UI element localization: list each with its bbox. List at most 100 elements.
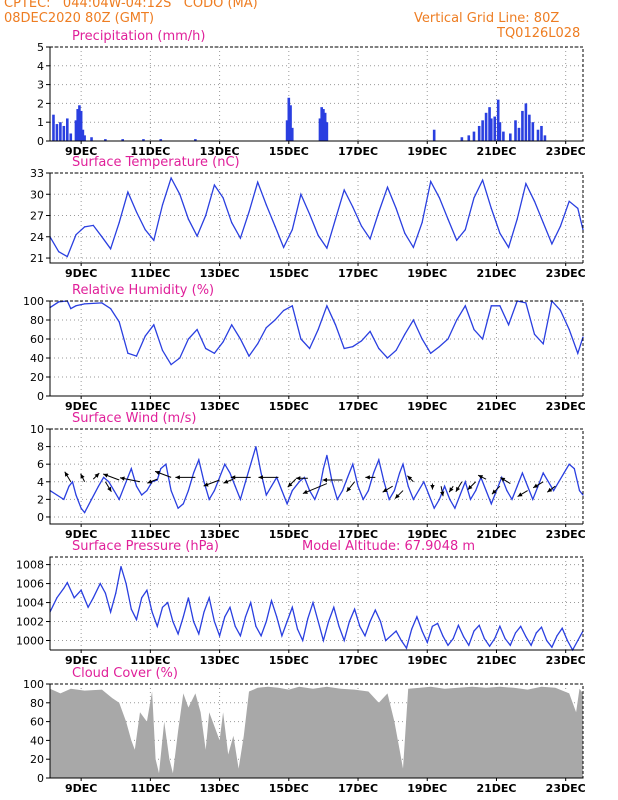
rh-point	[248, 355, 250, 357]
pressure-ytick-label: 1002	[16, 616, 44, 629]
temp-ytick-label: 24	[30, 231, 44, 244]
pressure-point	[478, 624, 480, 626]
pressure-point	[255, 625, 257, 627]
temp-point	[205, 214, 207, 217]
wind-xtick-label: 19DEC	[407, 528, 447, 541]
rh-point	[577, 352, 579, 354]
wind-point	[578, 490, 581, 492]
rh-ytick-label: 60	[30, 333, 44, 346]
pressure-point	[338, 625, 340, 627]
pressure-point	[442, 635, 444, 637]
rh-point	[473, 328, 475, 331]
wind-arrow-head	[382, 487, 388, 493]
rh-point	[430, 352, 432, 354]
temp-point	[430, 180, 432, 183]
wind-ytick-label: 0	[37, 511, 44, 524]
wind-arrow-head	[103, 473, 109, 478]
wind-arrow-head	[449, 487, 454, 493]
precip-bar	[467, 135, 471, 141]
temp-point	[525, 183, 527, 185]
rh-point	[525, 302, 527, 304]
wind-point	[213, 490, 215, 492]
pressure-point	[473, 630, 475, 632]
temp-point	[395, 207, 397, 209]
cloud-ytick-label: 40	[30, 734, 44, 747]
temp-xtick-label: 15DEC	[269, 267, 309, 280]
precip-bar	[325, 122, 329, 141]
wind-arrow-head	[365, 475, 370, 480]
rh-line	[49, 299, 584, 366]
precip-bar	[472, 131, 476, 141]
precip-bar	[498, 122, 502, 141]
wind-title: Surface Wind (m/s)	[72, 411, 196, 426]
pressure-point	[156, 625, 158, 627]
wind-point	[352, 463, 354, 465]
wind-point	[553, 490, 555, 492]
wind-arrow	[80, 473, 86, 483]
cloud-xtick-label: 9DEC	[65, 782, 97, 795]
wind-point	[108, 481, 110, 483]
wind-point	[135, 485, 138, 487]
temp-point	[283, 246, 285, 248]
wind-xtick-label: 23DEC	[546, 528, 586, 541]
precip-bar	[90, 137, 93, 141]
rh-point	[70, 308, 72, 310]
precip-bar	[543, 135, 547, 141]
pressure-point	[286, 620, 288, 623]
temp-point	[135, 211, 138, 213]
precip-bar	[318, 118, 322, 141]
pressure-point	[405, 647, 408, 649]
rh-point	[84, 303, 86, 305]
temp-point	[559, 225, 562, 227]
wind-arrow	[467, 481, 477, 491]
precip-bar	[287, 97, 291, 141]
rh-xtick-label: 21DEC	[476, 400, 516, 413]
temp-xtick-label: 13DEC	[200, 267, 240, 280]
rh-point	[464, 305, 466, 307]
wind-arrow	[230, 475, 251, 480]
temp-point	[551, 243, 553, 245]
wind-point	[469, 498, 472, 500]
pressure-point	[125, 583, 127, 585]
wind-arrow	[295, 476, 308, 481]
wind-arrow	[104, 481, 112, 493]
pressure-point	[172, 620, 174, 623]
wind-ytick-label: 6	[37, 458, 44, 471]
wind-xtick-label: 15DEC	[269, 528, 309, 541]
pressure-point	[322, 639, 324, 642]
pressure-point	[364, 635, 366, 637]
wind-point	[229, 472, 231, 474]
wind-point	[303, 476, 305, 478]
wind-arrow-head	[64, 471, 69, 477]
temp-point	[343, 189, 345, 191]
rh-point	[334, 324, 337, 326]
rh-frame	[49, 300, 584, 397]
rh-point	[369, 330, 371, 332]
wind-point	[357, 485, 359, 487]
pressure-point	[312, 602, 314, 604]
pressure-point	[452, 638, 454, 640]
pressure-ytick-label: 1006	[16, 578, 44, 591]
pressure-point	[551, 646, 553, 648]
precip-bar	[502, 131, 505, 141]
temp-xtick-label: 11DEC	[130, 267, 170, 280]
pressure-point	[566, 639, 569, 642]
wind-point	[347, 476, 349, 478]
pressure-point	[219, 635, 221, 637]
precip-xtick-label: 19DEC	[407, 145, 447, 158]
wind-point	[298, 481, 300, 483]
pressure-point	[535, 632, 537, 634]
pressure-point	[328, 620, 330, 623]
temp-point	[568, 200, 570, 202]
temp-point	[369, 238, 371, 240]
pressure-point	[198, 633, 200, 635]
precip-bar	[121, 139, 124, 141]
wind-point	[193, 472, 195, 474]
temp-point	[542, 222, 544, 224]
precip-bar	[540, 125, 543, 141]
wind-point	[322, 468, 324, 470]
temp-point	[127, 191, 129, 193]
wind-point	[84, 511, 86, 514]
temp-ytick-label: 21	[30, 252, 44, 265]
rh-point	[412, 319, 414, 321]
